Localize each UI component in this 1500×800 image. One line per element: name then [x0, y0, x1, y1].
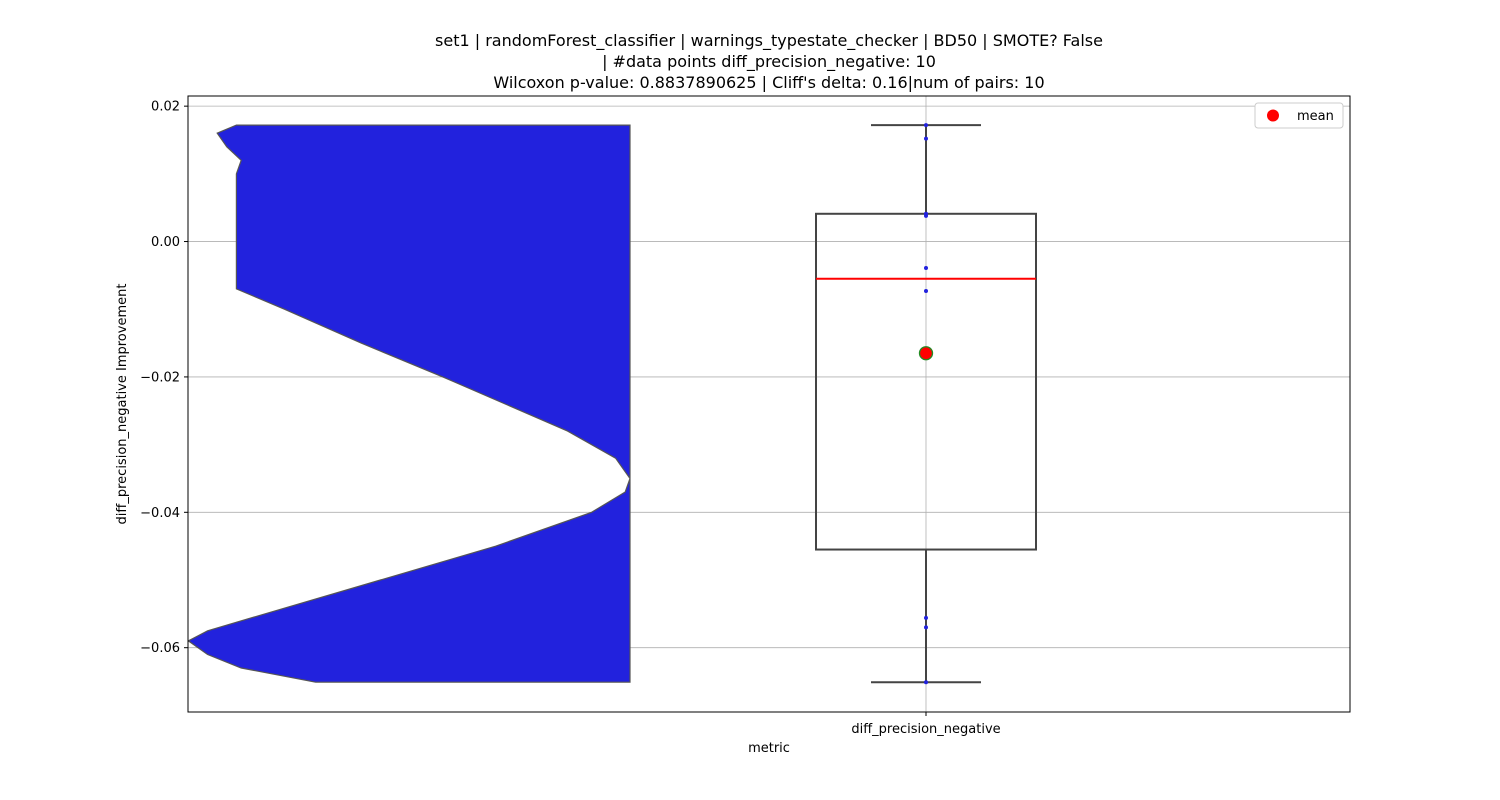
- data-point: [924, 213, 928, 218]
- data-point: [924, 123, 928, 128]
- plot-frame: [187, 95, 1351, 713]
- data-point: [924, 288, 928, 293]
- chart-title-line-2: | #data points diff_precision_negative: …: [602, 52, 936, 72]
- points-layer: [918, 123, 934, 685]
- violin-body: [188, 124, 631, 683]
- y-axis: −0.06 −0.04 −0.02 0.00 0.02: [140, 100, 188, 656]
- data-point: [924, 680, 928, 685]
- y-tick-label: −0.04: [140, 506, 180, 521]
- x-axis: diff_precision_negative: [851, 712, 1001, 737]
- y-tick-label: 0.00: [151, 235, 180, 250]
- legend-mean-marker: [1267, 109, 1279, 122]
- data-point: [924, 615, 928, 620]
- chart-title-line-3: Wilcoxon p-value: 0.8837890625 | Cliff's…: [493, 73, 1044, 92]
- data-point: [924, 625, 928, 630]
- y-tick-label: −0.06: [140, 641, 180, 656]
- data-point: [924, 265, 928, 270]
- x-axis-label: metric: [748, 741, 790, 756]
- mean-marker: [918, 346, 934, 361]
- x-tick-label: diff_precision_negative: [851, 722, 1000, 737]
- legend-frame: [1254, 102, 1344, 129]
- data-point: [924, 136, 928, 141]
- y-tick-label: −0.02: [140, 370, 180, 385]
- chart-title-line-1: set1 | randomForest_classifier | warning…: [435, 31, 1103, 51]
- y-tick-label: 0.02: [151, 100, 180, 115]
- legend: mean: [1254, 102, 1344, 129]
- legend-mean-label: mean: [1297, 109, 1334, 124]
- violin-layer: [188, 124, 631, 683]
- y-axis-label: diff_precision_negative Improvement: [115, 284, 130, 525]
